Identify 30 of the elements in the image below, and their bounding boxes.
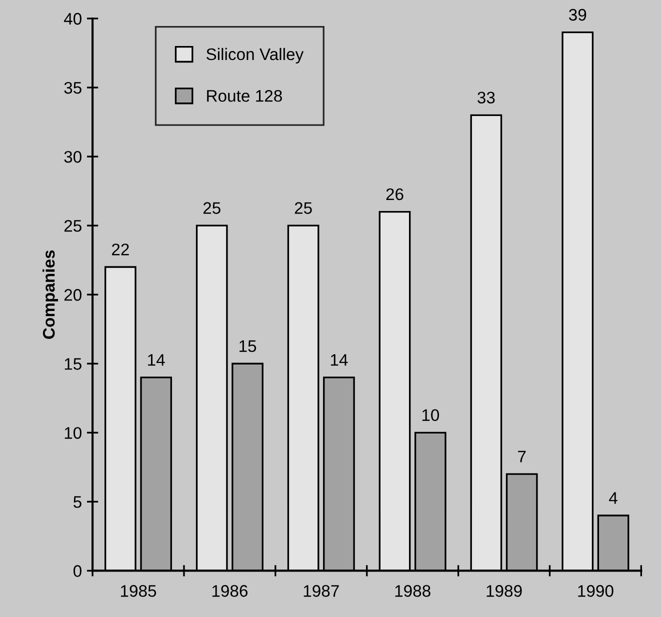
data-label: 7 — [518, 450, 526, 462]
x-tick-label: 1989 — [486, 585, 522, 597]
y-tick-label: 25 — [64, 220, 82, 232]
y-tick-label: 15 — [64, 358, 82, 370]
x-tick-label: 1987 — [304, 585, 339, 597]
data-label: 26 — [386, 188, 404, 200]
y-tick-label: 0 — [74, 565, 82, 577]
x-tick-label: 1985 — [120, 585, 156, 597]
data-label: 4 — [609, 492, 618, 504]
y-tick-label: 10 — [64, 427, 82, 439]
data-label: 10 — [422, 409, 440, 422]
y-tick-label: 5 — [74, 496, 82, 508]
data-label: 14 — [330, 354, 348, 366]
data-label: 39 — [568, 8, 586, 21]
data-label: 25 — [294, 202, 312, 214]
x-tick-label: 1990 — [578, 585, 614, 597]
y-tick-label: 35 — [64, 82, 82, 94]
data-label: 15 — [240, 340, 256, 352]
y-tick-label: 40 — [64, 12, 82, 25]
legend-label: Silicon Valley — [206, 48, 304, 64]
y-tick-label: 20 — [64, 289, 82, 301]
data-label: 14 — [148, 354, 165, 366]
data-label: 22 — [112, 244, 129, 256]
x-tick-label: 1986 — [212, 585, 248, 597]
y-axis-title: Companies — [42, 250, 58, 339]
data-label: 25 — [203, 202, 220, 214]
x-tick-label: 1988 — [395, 585, 430, 597]
y-tick-label: 30 — [64, 150, 82, 163]
legend-label: Route 128 — [207, 90, 282, 102]
data-label: 33 — [478, 92, 495, 104]
